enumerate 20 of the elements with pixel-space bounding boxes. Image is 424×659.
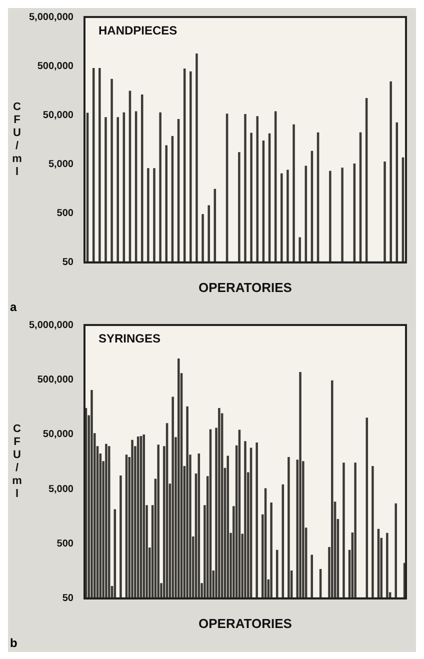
y-tick-label: 500,000 [37, 374, 74, 386]
x-axis-title: OPERATORIES [198, 616, 292, 631]
y-tick-label: 500 [56, 538, 74, 550]
y-tick-label: 50 [62, 593, 74, 604]
y-tick-label: 50,000 [42, 110, 74, 121]
y-tick-label: 5,000 [48, 158, 74, 170]
text: a [9, 300, 18, 316]
y-axis-title: CFU/ml [12, 423, 22, 500]
y-tick-label: 500 [56, 208, 74, 220]
y-tick-label: 50,000 [42, 429, 74, 440]
y-tick-label: 50 [62, 257, 74, 268]
y-tick-label: 5,000,000 [28, 12, 74, 23]
y-tick-label: 5,000 [48, 484, 74, 495]
text: HANDPIECES [98, 23, 178, 38]
text: SYRINGES [98, 331, 161, 346]
text: b [9, 636, 18, 652]
y-tick-label: 500,000 [37, 60, 74, 72]
y-axis-title: CFU/ml [12, 101, 22, 178]
y-tick-label: 5,000,000 [28, 320, 74, 331]
x-axis-title: OPERATORIES [198, 280, 292, 295]
